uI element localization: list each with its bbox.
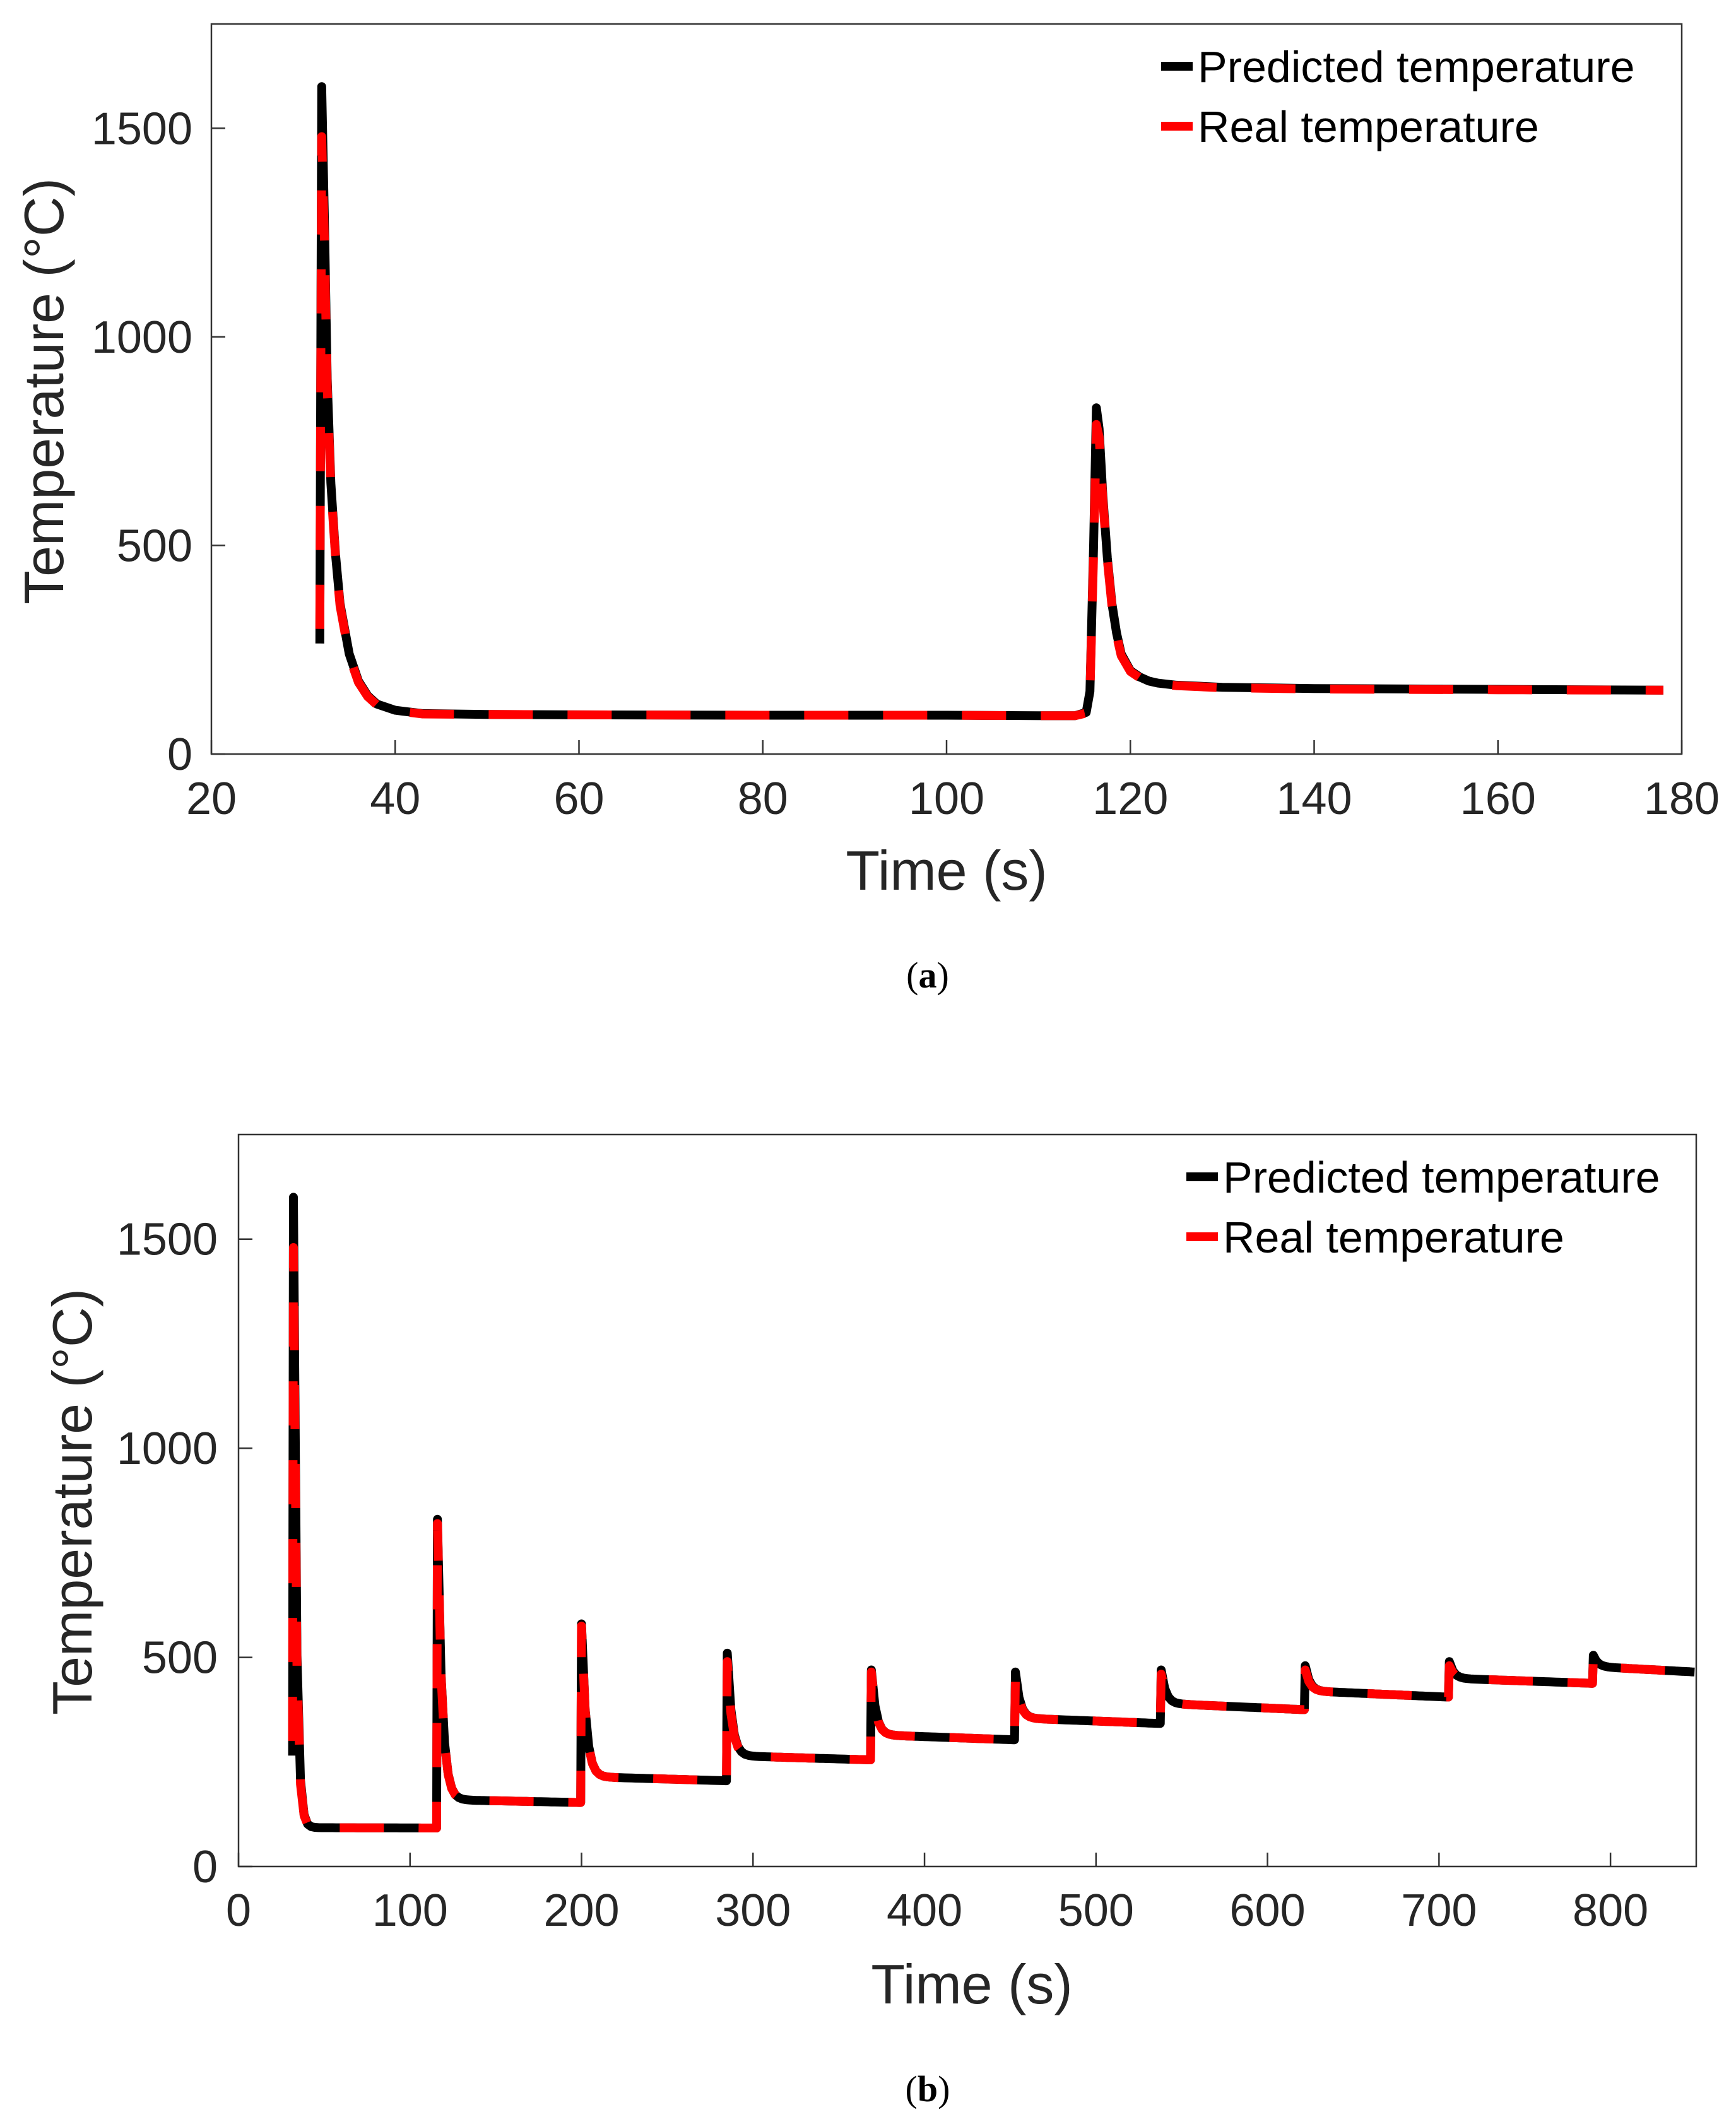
x-tick-label: 300 (715, 1885, 791, 1936)
x-tick-label: 80 (738, 774, 788, 824)
y-tick-label: 500 (117, 521, 192, 571)
legend-label-real: Real temperature (1198, 102, 1539, 151)
x-tick-label: 60 (553, 774, 604, 824)
x-tick-label: 800 (1573, 1885, 1648, 1936)
series-line-predicted (315, 82, 1663, 721)
series-line-real (288, 1243, 1697, 1832)
series-line-real (315, 132, 1663, 721)
plot-area-frame (210, 23, 1683, 755)
y-tick-label: 500 (142, 1633, 218, 1684)
x-tick-label: 200 (543, 1885, 619, 1936)
x-tick-label: 140 (1276, 774, 1352, 824)
y-tick-label: 1000 (117, 1424, 218, 1474)
legend: Predicted temperature Real temperature (1186, 1153, 1660, 1262)
legend-label-predicted: Predicted temperature (1223, 1153, 1660, 1202)
x-tick-label: 400 (887, 1885, 962, 1936)
x-tick-label: 20 (186, 774, 237, 824)
chart-panel-b: 0 100 200 300 400 500 600 700 800 0 500 1000 1500 Pr… (41, 1133, 1698, 2109)
x-tick-label: 100 (372, 1885, 448, 1936)
x-tick-label: 0 (226, 1885, 251, 1936)
legend-label-predicted: Predicted temperature (1198, 42, 1635, 91)
panel-caption-a: (a) (906, 955, 949, 996)
legend-label-real: Real temperature (1223, 1213, 1564, 1262)
x-tick-label: 40 (370, 774, 420, 824)
x-axis-label: Time (s) (846, 839, 1047, 902)
y-tick-label: 0 (167, 729, 192, 780)
x-tick-label: 160 (1460, 774, 1536, 824)
y-axis-label: Temperature (°C) (13, 178, 75, 604)
x-tick-label: 600 (1230, 1885, 1306, 1936)
x-axis-label: Time (s) (871, 1953, 1072, 2015)
y-tick-label: 1500 (117, 1215, 218, 1265)
series-line-predicted (288, 1193, 1697, 1832)
y-tick-label: 1000 (92, 312, 192, 363)
x-tick-label: 120 (1092, 774, 1168, 824)
chart-panel-a: 20 40 60 80 100 120 140 160 180 0 500 1000 1500 Pred… (13, 23, 1720, 996)
y-axis-label: Temperature (°C) (41, 1288, 103, 1715)
plot-area-frame (237, 1133, 1698, 1868)
legend: Predicted temperature Real temperature (1161, 42, 1635, 151)
x-tick-label: 180 (1644, 774, 1720, 824)
y-tick-label: 0 (192, 1842, 218, 1892)
x-tick-label: 100 (909, 774, 984, 824)
panel-caption-b: (b) (906, 2068, 950, 2109)
y-tick-label: 1500 (92, 103, 192, 154)
x-tick-label: 700 (1401, 1885, 1477, 1936)
x-tick-label: 500 (1058, 1885, 1134, 1936)
